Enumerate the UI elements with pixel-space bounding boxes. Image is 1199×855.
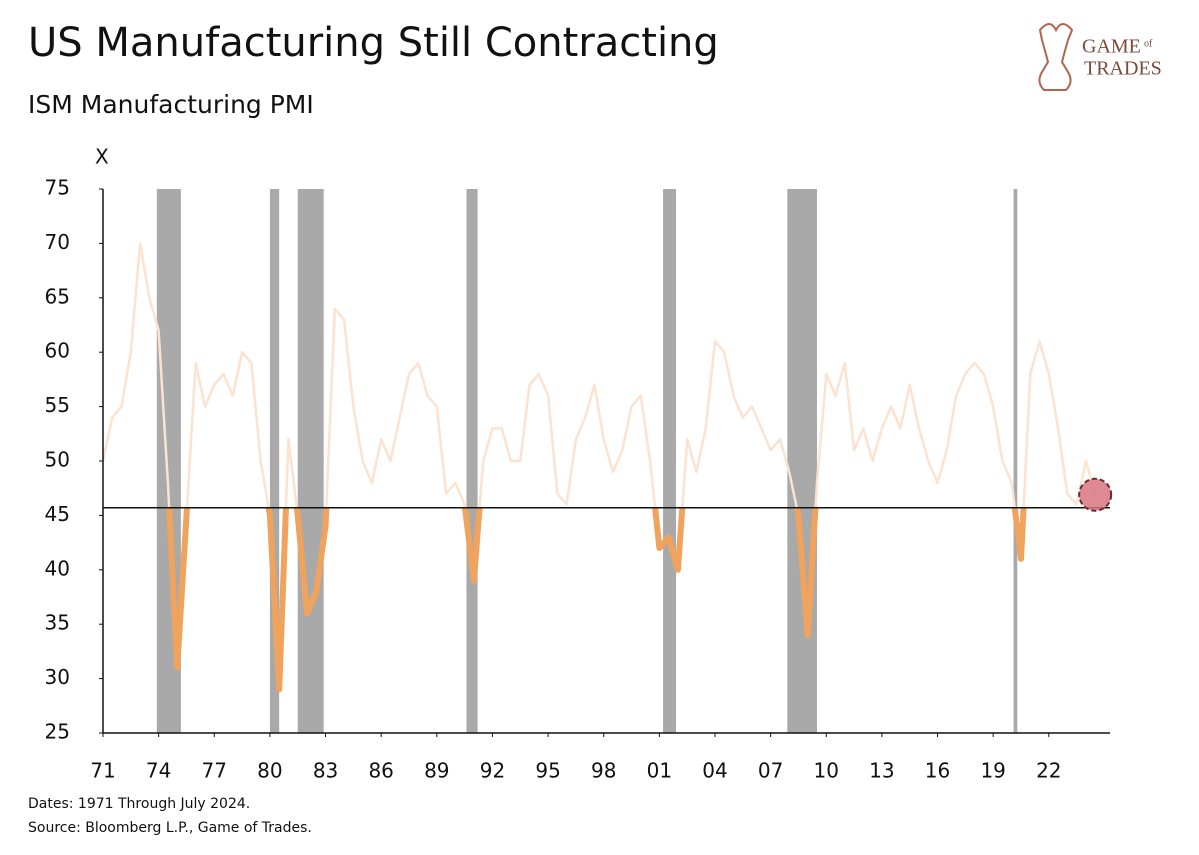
x-tick-label: 86 (368, 759, 393, 783)
recession-band (297, 189, 324, 733)
y-tick-label: 30 (45, 665, 70, 689)
y-tick-label: 50 (45, 448, 70, 472)
x-tick-label: 77 (202, 759, 227, 783)
pmi-line (101, 242, 1097, 691)
y-tick-label: 65 (45, 284, 70, 308)
x-tick-label: 22 (1036, 759, 1061, 783)
x-tick-label: 04 (702, 759, 727, 783)
recession-band (787, 189, 817, 733)
x-tick-label: 92 (480, 759, 505, 783)
x-tick-label: 19 (980, 759, 1005, 783)
y-tick-label: 35 (45, 611, 70, 635)
recession-band (269, 189, 280, 733)
x-tick-label: 16 (925, 759, 950, 783)
pmi-contraction-line (166, 507, 1027, 693)
y-tick-label: 40 (45, 556, 70, 580)
logo-text: GAME (1082, 36, 1141, 58)
x-tick-label: 95 (535, 759, 560, 783)
footnote: Dates: 1971 Through July 2024. (28, 796, 250, 812)
x-tick-label: 80 (257, 759, 282, 783)
x-tick-label: 07 (758, 759, 783, 783)
y-tick-label: 45 (45, 502, 70, 526)
logo-text: of (1144, 38, 1153, 49)
recession-band (663, 189, 677, 733)
chart-subtitle: ISM Manufacturing PMI (28, 90, 314, 119)
x-tick-label: 74 (146, 759, 171, 783)
x-tick-label: 71 (90, 759, 115, 783)
y-tick-label: 70 (45, 230, 70, 254)
y-tick-label: 55 (45, 393, 70, 417)
y-axis-label: X (95, 145, 109, 169)
x-tick-label: 83 (313, 759, 338, 783)
logo: GAME of TRADES (1038, 23, 1162, 91)
recession-band (466, 189, 478, 733)
x-tick-label: 89 (424, 759, 449, 783)
x-tick-label: 01 (647, 759, 672, 783)
y-tick-label: 25 (45, 720, 70, 744)
x-tick-label: 10 (814, 759, 839, 783)
x-tick-label: 13 (869, 759, 894, 783)
chart-title: US Manufacturing Still Contracting (28, 20, 719, 66)
x-tick-label: 98 (591, 759, 616, 783)
logo-icon (1038, 23, 1074, 91)
y-tick-label: 75 (45, 176, 70, 200)
footnote: Source: Bloomberg L.P., Game of Trades. (28, 820, 312, 836)
y-tick-label: 60 (45, 339, 70, 363)
logo-text: TRADES (1084, 58, 1162, 80)
recession-band (1013, 189, 1018, 733)
latest-point (1078, 477, 1113, 512)
